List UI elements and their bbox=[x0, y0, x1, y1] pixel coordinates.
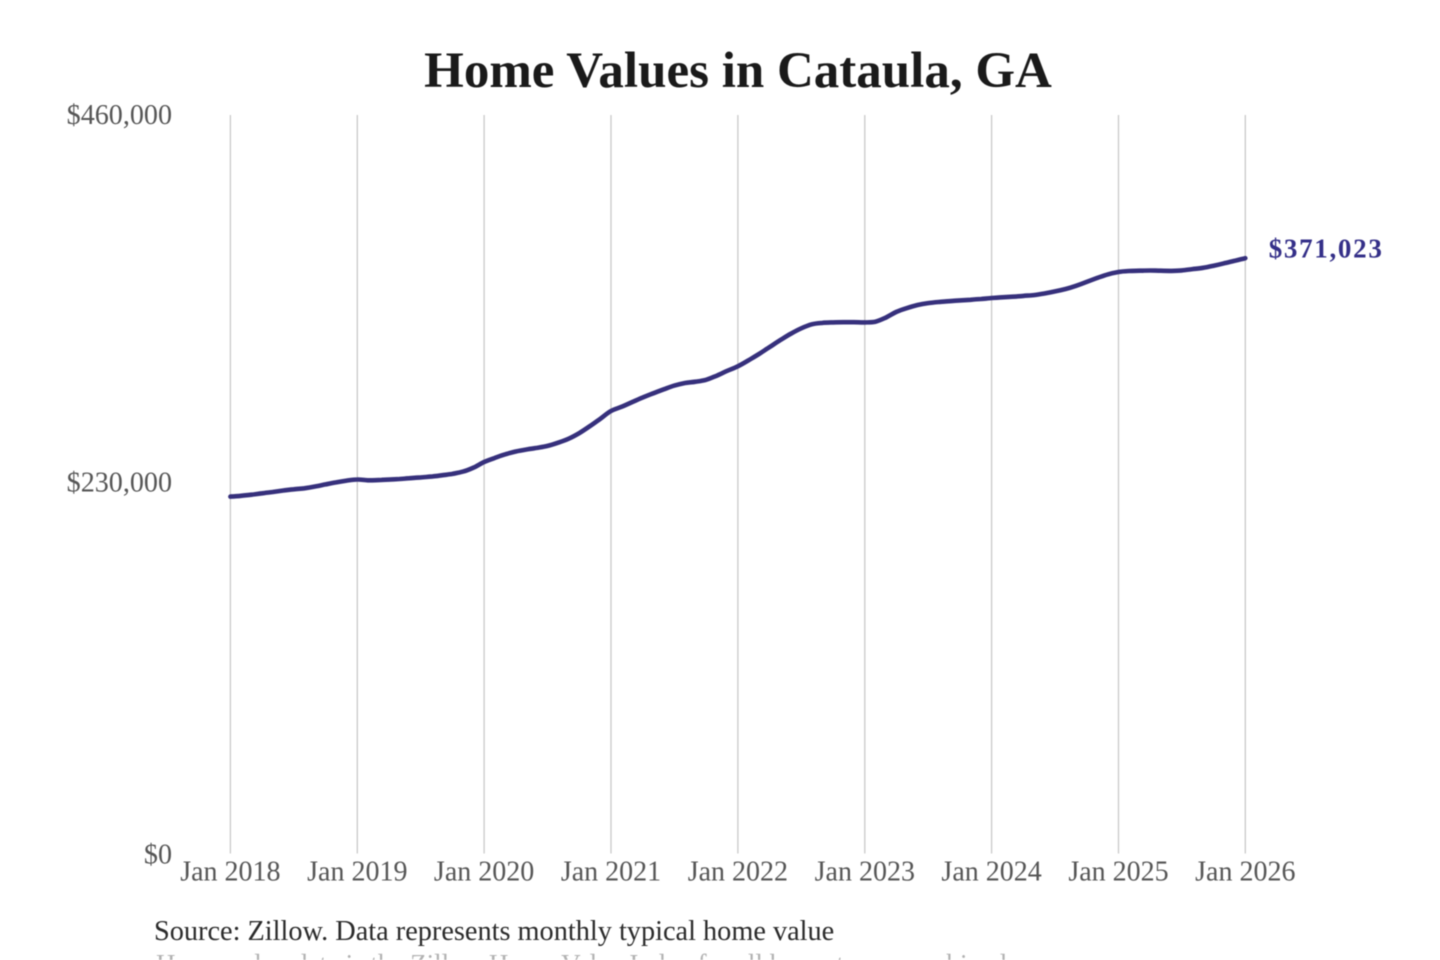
svg-text:Jan 2026: Jan 2026 bbox=[1195, 857, 1295, 888]
svg-text:Jan 2020: Jan 2020 bbox=[434, 857, 534, 888]
svg-text:$230,000: $230,000 bbox=[67, 468, 172, 499]
svg-text:$0: $0 bbox=[144, 840, 172, 871]
svg-text:Jan 2021: Jan 2021 bbox=[561, 857, 661, 888]
svg-text:Home Values in Cataula, GA: Home Values in Cataula, GA bbox=[424, 43, 1052, 99]
svg-text:$371,023: $371,023 bbox=[1269, 233, 1384, 263]
svg-text:Jan 2025: Jan 2025 bbox=[1068, 857, 1168, 888]
svg-text:Jan 2019: Jan 2019 bbox=[307, 857, 407, 888]
svg-text:Jan 2018: Jan 2018 bbox=[180, 857, 280, 888]
svg-text:$460,000: $460,000 bbox=[67, 100, 172, 131]
svg-text:Jan 2023: Jan 2023 bbox=[815, 857, 915, 888]
svg-text:Source: Zillow. Data represent: Source: Zillow. Data represents monthly … bbox=[154, 916, 834, 947]
svg-text:Home value data is the Zillow: Home value data is the Zillow Home Value… bbox=[156, 949, 1007, 960]
svg-text:Jan 2024: Jan 2024 bbox=[941, 857, 1041, 888]
svg-text:Jan 2022: Jan 2022 bbox=[688, 857, 788, 888]
